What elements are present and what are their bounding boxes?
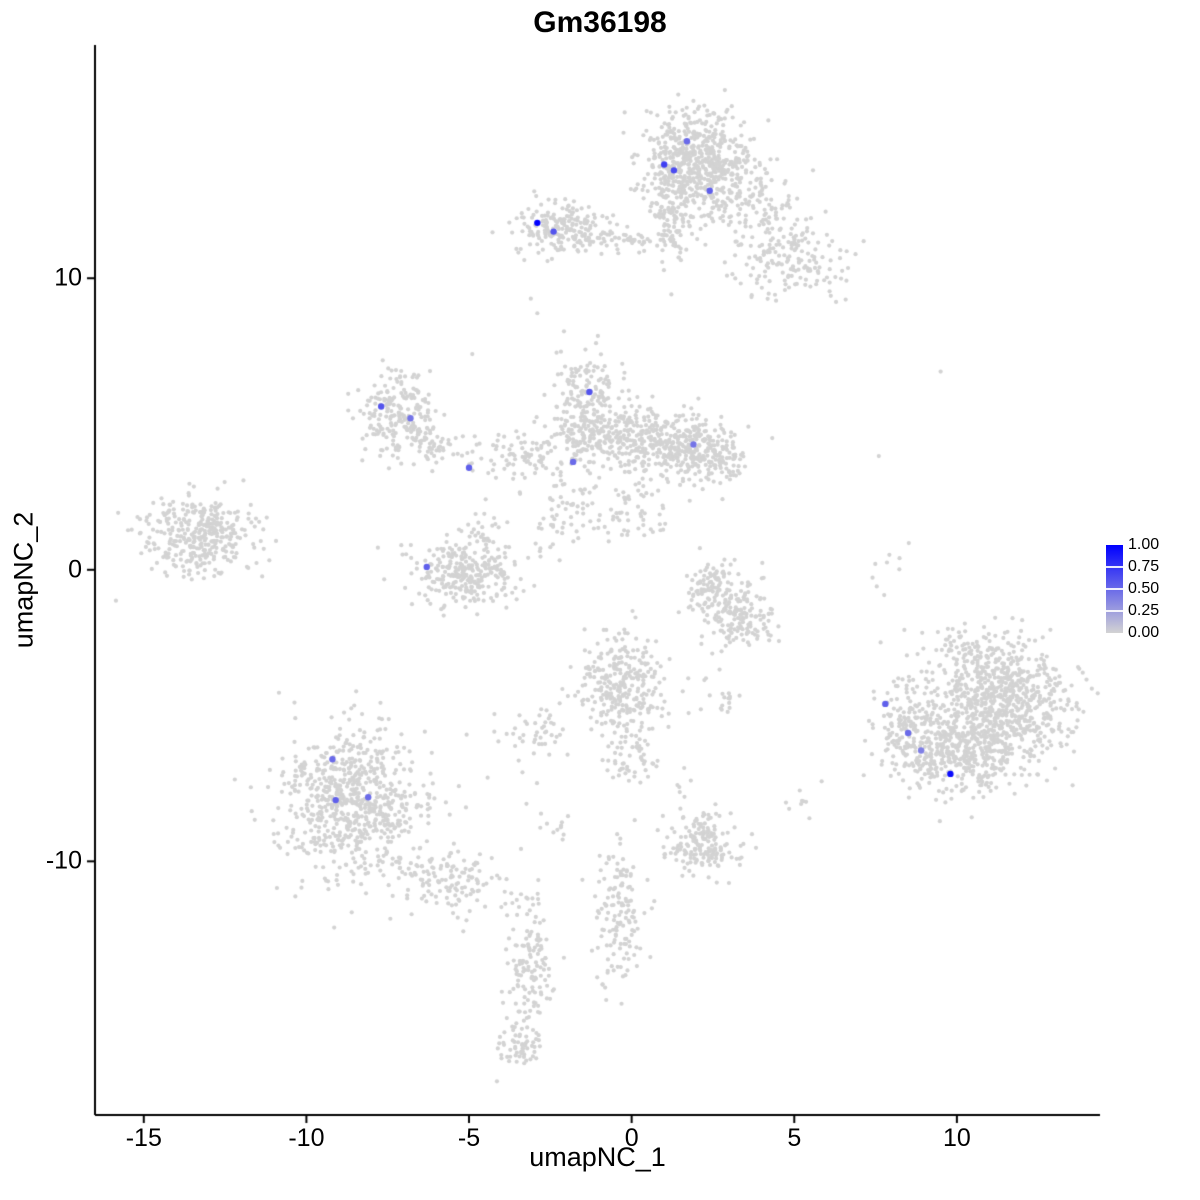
legend-tick-mark: [1106, 610, 1123, 612]
legend-tick-label: 0.75: [1128, 558, 1160, 575]
legend-gradient-bar: [1106, 545, 1123, 633]
legend-tick-label: 0.25: [1128, 602, 1160, 619]
legend-tick-label: 0.00: [1128, 624, 1160, 641]
x-axis-label: umapNC_1: [529, 1142, 666, 1172]
y-tick-label: -10: [45, 846, 82, 875]
x-tick-label: 10: [942, 1124, 971, 1152]
x-tick-label: -15: [125, 1124, 162, 1152]
y-tick-label: 10: [54, 263, 82, 292]
x-tick-label: -5: [457, 1124, 481, 1152]
expression-legend: 1.00 0.75 0.50 0.25 0.00: [1106, 536, 1159, 641]
y-tick-label: 0: [68, 555, 82, 584]
legend-tick-mark: [1106, 566, 1123, 568]
x-tick-label: 5: [787, 1124, 802, 1152]
x-tick-label: -10: [288, 1124, 325, 1152]
x-tick-label: 0: [624, 1124, 639, 1152]
legend-tick-mark: [1106, 588, 1123, 590]
legend-tick-label: 1.00: [1128, 536, 1160, 553]
plot-title: Gm36198: [533, 6, 667, 39]
legend-tick-label: 0.50: [1128, 580, 1160, 597]
